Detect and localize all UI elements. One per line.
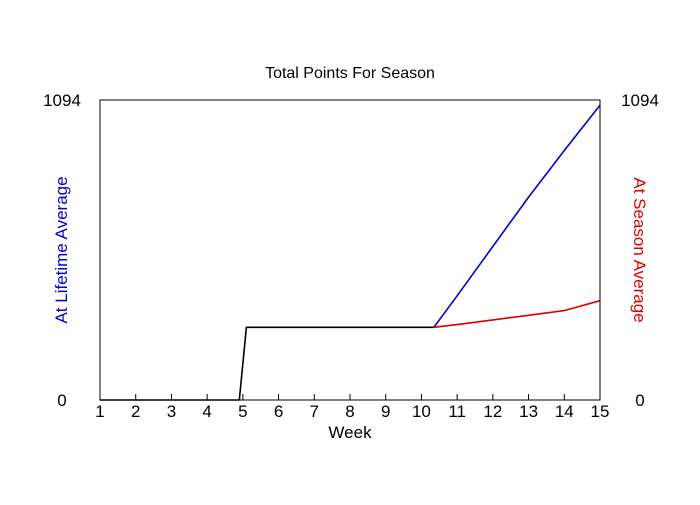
y-right-tick-label: 0: [635, 391, 644, 410]
x-tick-label: 11: [448, 402, 466, 421]
x-tick-label: 14: [555, 402, 574, 421]
x-tick-label: 6: [274, 402, 283, 421]
x-tick-label: 1: [95, 402, 104, 421]
y-left-tick-label: 1094: [43, 91, 81, 110]
y-axis: 0 1094 0 1094: [43, 91, 659, 410]
x-tick-label: 5: [238, 402, 247, 421]
right-axis-label: At Season Average: [630, 177, 649, 322]
x-tick-label: 8: [345, 402, 354, 421]
x-tick-label: 15: [591, 402, 610, 421]
series-line-season: [433, 299, 601, 329]
x-tick-label: 9: [381, 402, 390, 421]
x-tick-label: 13: [519, 402, 538, 421]
y-left-tick-label: 0: [57, 391, 66, 410]
left-axis-label: At Lifetime Average: [52, 176, 71, 323]
x-axis: 1 2 3 4 5 6 7 8 9 10 11 12 13 14 15: [95, 394, 609, 421]
x-axis-label: Week: [328, 423, 372, 442]
x-tick-label: 7: [310, 402, 319, 421]
x-tick-label: 3: [167, 402, 176, 421]
series-line-lifetime: [433, 104, 601, 328]
x-tick-label: 12: [483, 402, 502, 421]
x-tick-label: 4: [202, 402, 211, 421]
y-right-tick-label: 1094: [621, 91, 659, 110]
x-tick-label: 2: [131, 402, 140, 421]
x-tick-label: 10: [412, 402, 431, 421]
chart-title: Total Points For Season: [265, 65, 435, 82]
